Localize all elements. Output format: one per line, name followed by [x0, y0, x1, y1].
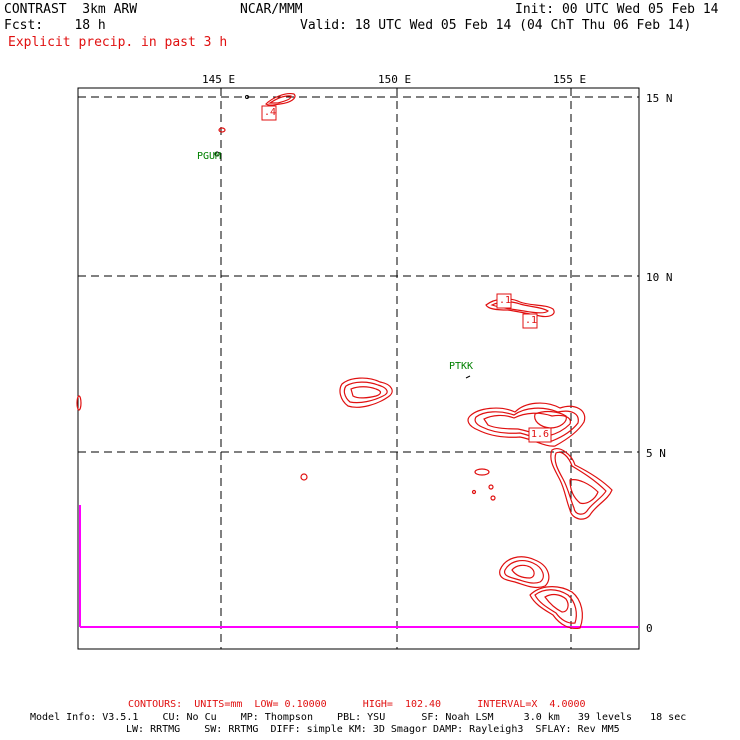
contour-label-3: .1 [525, 315, 538, 326]
center-label: NCAR/MMM [240, 2, 303, 17]
lat-label-10: 10 N [646, 271, 673, 284]
contour-cluster-4c [544, 593, 569, 613]
contour-cell-1c [350, 386, 382, 399]
station-label-ptkk: PTKK [449, 361, 474, 372]
contour-label-boxes [261, 105, 552, 443]
contour-cluster-1c [483, 412, 571, 437]
station-dot-ptkk [465, 375, 471, 379]
label-box-3 [522, 313, 538, 329]
contour-cluster-1d [534, 410, 567, 429]
model-title: CONTRAST 3km ARW [4, 2, 138, 17]
precip-contours [76, 93, 613, 630]
contour-north-1 [265, 93, 296, 106]
grid-lines [78, 88, 639, 649]
contour-cell-2b [490, 301, 549, 314]
contour-west-edge [76, 395, 82, 411]
station-markers [214, 95, 471, 379]
map-frame [77, 87, 640, 650]
contour-cluster-4 [529, 586, 583, 630]
lat-label-5: 5 N [646, 447, 666, 460]
contour-cell-1 [339, 377, 393, 408]
contour-cluster-2 [550, 448, 613, 520]
contour-info: CONTOURS: UNITS=mm LOW= 0.10000 HIGH= 10… [128, 699, 586, 710]
contour-cluster-4b [534, 589, 577, 624]
contour-small-6 [471, 489, 477, 495]
model-info-line-1: Model Info: V3.5.1 CU: No Cu MP: Thompso… [30, 712, 687, 723]
lon-label-150: 150 E [378, 73, 412, 86]
lon-label-145: 145 E [202, 73, 236, 86]
contour-cell-2 [485, 298, 555, 318]
forecast-hour: Fcst: 18 h [4, 18, 106, 33]
contour-cluster-3c [511, 564, 535, 579]
contour-north-2 [268, 95, 292, 104]
lon-label-155: 155 E [553, 73, 587, 86]
lat-label-0: 0 [646, 622, 653, 635]
station-dot-pgum [214, 151, 220, 157]
contour-small-4 [488, 484, 494, 490]
contour-small-1 [218, 127, 226, 133]
field-title: Explicit precip. in past 3 h [8, 35, 228, 50]
contour-cluster-2b [554, 451, 607, 515]
model-info-line-2: LW: RRTMG SW: RRTMG DIFF: simple KM: 3D … [126, 724, 620, 735]
contour-small-5 [490, 495, 496, 501]
label-box-2 [496, 293, 512, 309]
label-box-4 [528, 427, 552, 443]
contour-label-1: .4 [264, 107, 277, 118]
station-label-pgum: PGUM [197, 151, 222, 162]
contour-small-3 [474, 468, 490, 476]
valid-time: Valid: 18 UTC Wed 05 Feb 14 (04 ChT Thu … [300, 18, 692, 33]
contour-cell-1b [343, 381, 388, 404]
station-dot-north [245, 95, 249, 99]
contour-cluster-1b [474, 407, 579, 442]
contour-label-2: .1 [499, 295, 512, 306]
label-box-1 [261, 105, 277, 121]
contour-label-4: 1.6 [531, 429, 550, 440]
lat-label-15: 15 N [646, 92, 673, 105]
contour-cluster-3b [503, 560, 544, 584]
contour-cluster-2c [569, 479, 599, 505]
contour-cluster-3 [499, 556, 550, 589]
contour-small-2 [300, 473, 308, 481]
init-time: Init: 00 UTC Wed 05 Feb 14 [515, 2, 719, 17]
contour-cluster-1 [467, 402, 586, 447]
